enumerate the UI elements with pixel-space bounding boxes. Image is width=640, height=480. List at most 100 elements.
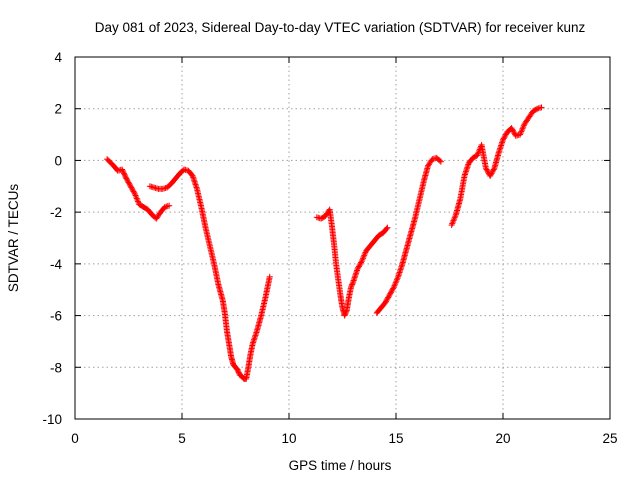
data-point-fill bbox=[360, 253, 367, 260]
data-point-fill bbox=[388, 289, 395, 296]
data-point-fill bbox=[509, 127, 516, 134]
data-point-fill bbox=[129, 185, 136, 192]
data-point-fill bbox=[342, 309, 349, 316]
data-point-fill bbox=[490, 167, 497, 174]
data-point-fill bbox=[393, 276, 400, 283]
y-tick-label: -4 bbox=[50, 257, 62, 272]
data-point-fill bbox=[357, 260, 364, 267]
data-point-fill bbox=[392, 279, 399, 286]
data-point-fill bbox=[489, 169, 496, 176]
data-point-fill bbox=[490, 166, 497, 173]
data-point-fill bbox=[519, 125, 526, 132]
data-point-fill bbox=[134, 196, 141, 203]
data-point bbox=[127, 183, 134, 190]
data-point bbox=[482, 165, 489, 172]
data-point-fill bbox=[133, 195, 140, 202]
data-point-fill bbox=[349, 280, 356, 287]
data-points bbox=[104, 104, 545, 382]
y-tick-label: -8 bbox=[50, 360, 62, 375]
x-tick-label: 25 bbox=[602, 431, 617, 446]
data-point bbox=[474, 152, 481, 159]
data-point-fill bbox=[388, 288, 395, 295]
data-point-fill bbox=[449, 219, 456, 226]
data-point-fill bbox=[122, 174, 129, 181]
data-point bbox=[437, 158, 444, 165]
data-point-fill bbox=[385, 294, 392, 301]
data-point bbox=[538, 104, 545, 111]
y-tick-label: -6 bbox=[50, 309, 62, 324]
data-point bbox=[487, 172, 494, 179]
data-point-fill bbox=[383, 298, 390, 305]
data-point-fill bbox=[122, 172, 129, 179]
data-point-fill bbox=[358, 259, 365, 266]
data-point-fill bbox=[384, 295, 391, 302]
y-tick-label: -10 bbox=[42, 412, 62, 427]
data-point bbox=[123, 175, 130, 182]
y-tick-label: 0 bbox=[54, 153, 62, 168]
data-point-fill bbox=[130, 188, 137, 195]
data-point-fill bbox=[126, 181, 133, 188]
data-point-fill bbox=[120, 169, 127, 176]
x-tick-label: 0 bbox=[71, 431, 79, 446]
data-point-fill bbox=[451, 214, 458, 221]
axis-ticks bbox=[74, 56, 611, 420]
data-point-fill bbox=[343, 308, 350, 315]
data-point-fill bbox=[124, 178, 131, 185]
data-point-fill bbox=[235, 368, 242, 375]
data-point-fill bbox=[361, 250, 368, 257]
data-point-fill bbox=[235, 369, 242, 376]
data-point bbox=[348, 284, 355, 291]
data-point-fill bbox=[355, 264, 362, 271]
data-point-fill bbox=[120, 170, 127, 177]
data-point-fill bbox=[383, 225, 390, 232]
data-point bbox=[386, 291, 393, 298]
y-tick-label: 2 bbox=[54, 102, 62, 117]
x-tick-label: 10 bbox=[281, 431, 296, 446]
data-point-fill bbox=[484, 167, 491, 174]
data-point-fill bbox=[385, 293, 392, 300]
data-point-fill bbox=[124, 176, 131, 183]
data-point bbox=[266, 273, 273, 280]
data-point bbox=[358, 258, 365, 265]
data-point-fill bbox=[126, 180, 133, 187]
data-point-fill bbox=[518, 127, 525, 134]
data-point-fill bbox=[517, 130, 524, 137]
x-tick-label: 5 bbox=[178, 431, 186, 446]
data-point-fill bbox=[342, 311, 349, 318]
data-point-fill bbox=[509, 126, 516, 133]
data-point-fill bbox=[500, 135, 507, 142]
data-point-fill bbox=[128, 184, 135, 191]
data-point-fill bbox=[356, 262, 363, 269]
chart-title: Day 081 of 2023, Sidereal Day-to-day VTE… bbox=[95, 20, 586, 35]
data-point-fill bbox=[474, 150, 481, 157]
data-point-fill bbox=[520, 124, 527, 131]
data-point-fill bbox=[390, 285, 397, 292]
data-point-fill bbox=[348, 282, 355, 289]
data-point-fill bbox=[487, 171, 494, 178]
data-point-fill bbox=[451, 216, 458, 223]
data-point-fill bbox=[392, 281, 399, 288]
data-point-fill bbox=[361, 252, 368, 259]
data-point-fill bbox=[436, 157, 443, 164]
data-point bbox=[517, 131, 524, 138]
y-tick-label: -2 bbox=[50, 205, 62, 220]
data-point-fill bbox=[132, 192, 139, 199]
data-point-fill bbox=[518, 128, 525, 135]
data-point bbox=[390, 284, 397, 291]
data-point-fill bbox=[510, 128, 517, 135]
data-point-fill bbox=[483, 166, 490, 173]
data-point bbox=[500, 136, 506, 143]
data-point bbox=[131, 191, 138, 198]
plot-frame bbox=[74, 56, 611, 420]
data-point-fill bbox=[393, 278, 400, 285]
data-point-fill bbox=[488, 170, 495, 177]
x-axis-label: GPS time / hours bbox=[289, 458, 392, 473]
x-tick-label: 15 bbox=[388, 431, 403, 446]
data-point-fill bbox=[133, 193, 140, 200]
data-point bbox=[341, 312, 348, 319]
y-tick-labels: -10 -8 -6 -4 -2 0 2 4 bbox=[42, 50, 62, 427]
data-point-fill bbox=[362, 249, 369, 256]
data-point bbox=[234, 366, 241, 373]
data-point-fill bbox=[359, 256, 366, 263]
grid bbox=[75, 57, 610, 419]
